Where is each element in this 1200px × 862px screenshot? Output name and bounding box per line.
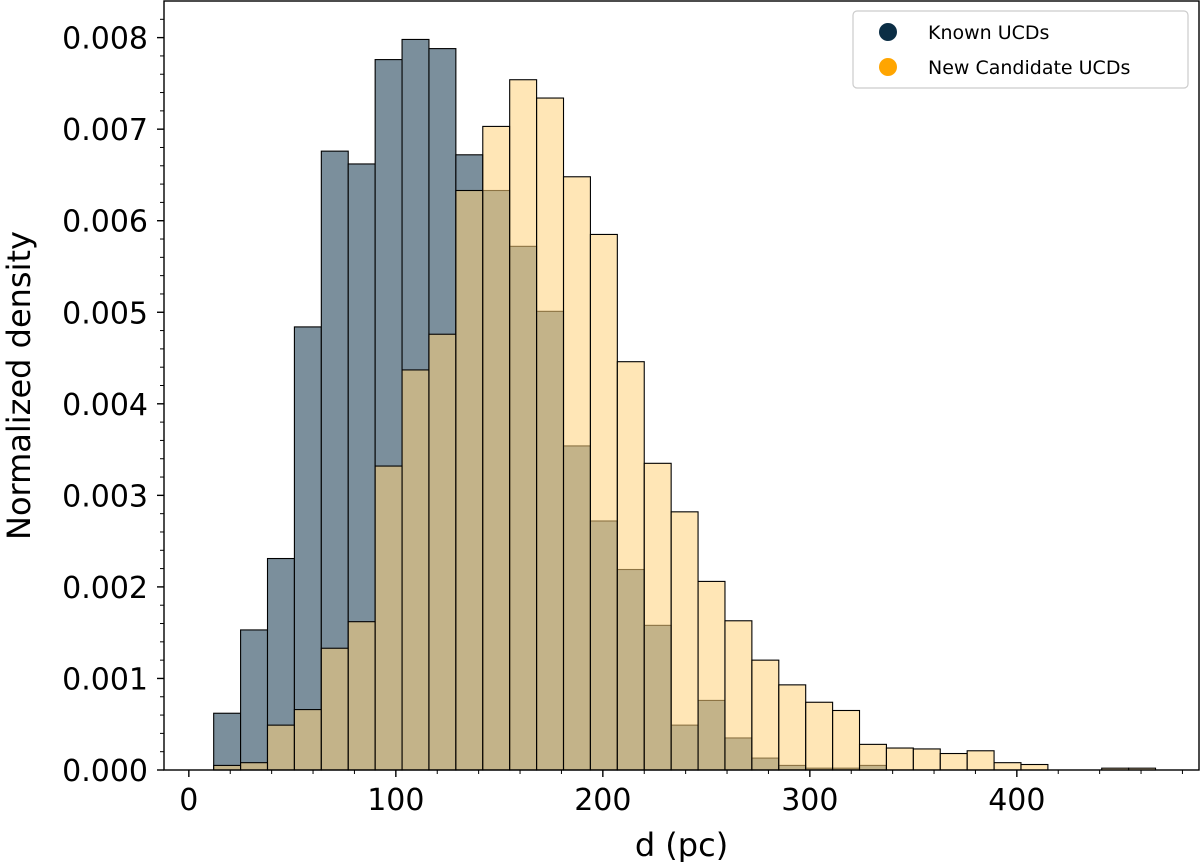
new-candidate-ucds-bar-1 [240, 762, 269, 771]
legend-box [852, 10, 1189, 89]
x-tick-label-400: 400 [988, 783, 1045, 818]
x-tick-label-0: 0 [179, 783, 198, 818]
new-candidate-ucds-bar-17 [670, 511, 699, 771]
x-axis-ticks: 0 100 200 300 400 [179, 770, 1183, 818]
new-candidate-ucds-bar-4 [320, 647, 349, 771]
y-tick-label-0: 0.000 [62, 754, 148, 789]
new-candidate-ucds-bar-7 [401, 369, 430, 771]
new-candidate-ucds-bar-2 [266, 724, 295, 771]
new-candidate-ucds-bar-26 [912, 748, 941, 771]
y-tick-label-1: 0.001 [62, 662, 148, 697]
new-candidate-ucds-bar-21 [778, 684, 807, 771]
y-tick-label-3: 0.003 [62, 479, 148, 514]
x-tick-label-100: 100 [367, 783, 424, 818]
x-axis-label: d (pc) [635, 826, 728, 862]
known-ucds-bar-3 [293, 326, 322, 771]
y-tick-label-4: 0.004 [62, 388, 148, 423]
new-candidate-ucds-bars [213, 79, 1157, 771]
new-candidate-ucds-bar-5 [347, 621, 376, 771]
new-candidate-ucds-bar-10 [482, 125, 511, 771]
known-ucds-bar-1 [240, 629, 269, 771]
new-candidate-ucds-bar-15 [616, 361, 645, 771]
new-candidate-ucds-bar-24 [858, 743, 887, 771]
new-candidate-ucds-bar-11 [509, 79, 538, 771]
y-tick-label-8: 0.008 [62, 22, 148, 57]
legend-marker-new-candidate-ucds [879, 58, 897, 76]
new-candidate-ucds-bar-29 [993, 762, 1022, 771]
new-candidate-ucds-bar-6 [374, 465, 403, 771]
new-candidate-ucds-bar-14 [589, 233, 618, 771]
new-candidate-ucds-bar-23 [832, 709, 861, 771]
new-candidate-ucds-bar-18 [697, 580, 726, 771]
new-candidate-ucds-bar-27 [939, 752, 968, 771]
new-candidate-ucds-bar-9 [455, 189, 484, 771]
y-axis-ticks: 0.000 0.001 0.002 0.003 0.004 0.005 0.006 0.007… [62, 18, 164, 789]
new-candidate-ucds-bar-12 [536, 97, 565, 771]
legend-label-known-ucds: Known UCDs [928, 22, 1049, 44]
known-ucds-bar-0 [213, 712, 242, 771]
legend: Known UCDs New Candidate UCDs [852, 10, 1189, 89]
new-candidate-ucds-bar-3 [293, 709, 322, 771]
x-tick-label-200: 200 [574, 783, 631, 818]
y-tick-label-2: 0.002 [62, 571, 148, 606]
new-candidate-ucds-bar-8 [428, 333, 457, 771]
y-tick-label-5: 0.005 [62, 296, 148, 331]
new-candidate-ucds-bar-28 [966, 750, 995, 771]
new-candidate-ucds-bar-16 [643, 462, 672, 771]
new-candidate-ucds-bar-30 [1020, 763, 1049, 771]
new-candidate-ucds-bar-25 [885, 747, 914, 771]
new-candidate-ucds-bar-13 [562, 176, 591, 771]
y-tick-label-6: 0.006 [62, 205, 148, 240]
x-tick-label-300: 300 [781, 783, 838, 818]
legend-marker-known-ucds [879, 23, 897, 41]
y-tick-label-7: 0.007 [62, 113, 148, 148]
new-candidate-ucds-bar-19 [724, 620, 753, 771]
legend-label-new-candidate-ucds: New Candidate UCDs [928, 57, 1130, 79]
y-axis-label: Normalized density [0, 231, 38, 540]
new-candidate-ucds-bar-20 [751, 659, 780, 771]
new-candidate-ucds-bar-22 [805, 701, 834, 771]
